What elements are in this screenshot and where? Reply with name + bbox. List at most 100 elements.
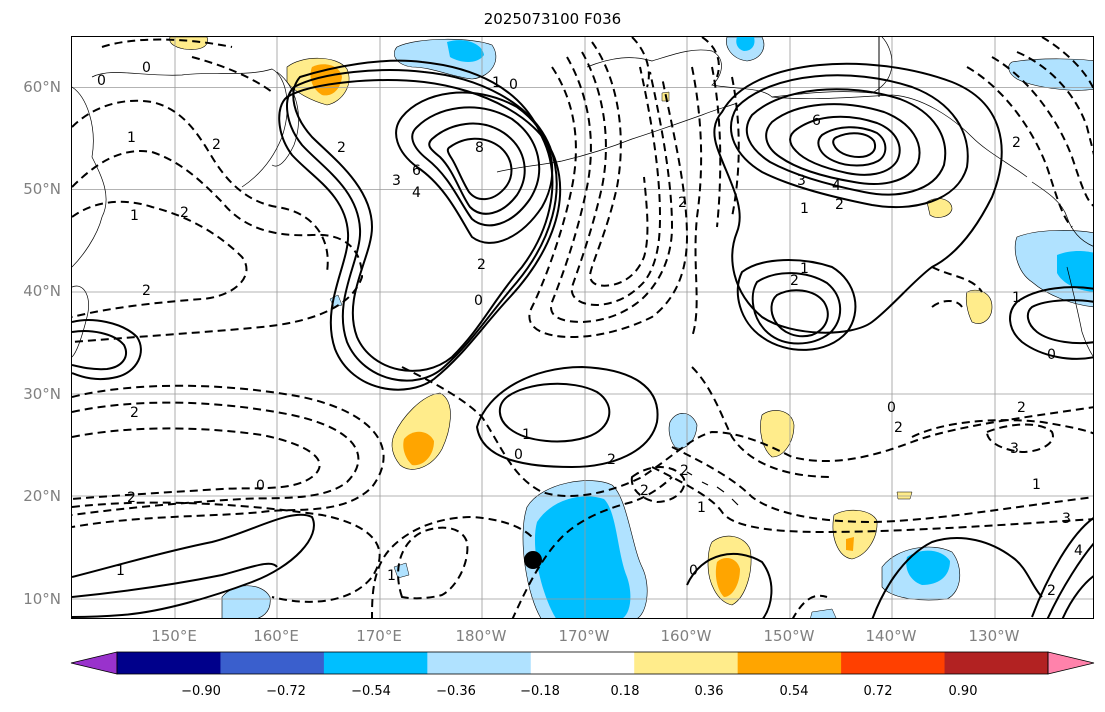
contour-label: 2 [640,483,649,499]
shade-yellow-se [832,509,878,560]
colorbar-label: 0.18 [610,684,640,699]
contour-label: 1 [116,563,125,579]
shade-yellow-east [965,289,993,324]
contour-dashed-30 [991,56,1093,207]
coast-asia [72,68,288,268]
colorbar-label: −0.18 [520,684,560,699]
shade-blue-top-inner [447,40,484,62]
contour-dashed-32 [1041,37,1093,91]
contour-dashed-1 [72,384,385,528]
contour-label: 1 [800,261,809,277]
contour-dashed-18 [401,366,1093,498]
contour-label: 2 [337,140,346,156]
contour-solid-mid-1 [498,382,611,443]
contour-label: 3 [392,173,401,189]
colorbar-label: −0.72 [266,684,306,699]
colorbar-label: −0.36 [436,684,476,699]
lat-label-50n: 50°N [23,180,61,198]
contour-dashed-9 [528,66,689,339]
contour-label: 2 [1047,583,1056,599]
lon-label-160e: 160°E [253,627,299,645]
shade-blue-top2-inner [736,37,755,51]
shade-orange-south [715,557,740,597]
contour-label: 8 [475,140,484,156]
contour-solid-left-low [72,319,142,381]
contour-dashed-7 [72,99,329,273]
colorbar-segment [530,652,635,674]
contours-solid [72,59,1093,618]
contour-dashed-21 [511,476,673,618]
contour-label: 2 [127,490,136,506]
contour-label: 6 [412,163,421,179]
shade-orange-midwest [403,431,434,466]
contour-label: 3 [1010,441,1019,457]
contour-label: 1 [130,208,139,224]
contour-dashed-23 [397,526,469,600]
colorbar-segment [944,652,1049,674]
colorbar-label: 0.36 [694,684,724,699]
map-canvas: 0 0 1 1 2 2 3 4 6 8 2 1 0 0 2 3 4 6 1 2 [72,37,1093,618]
contour-dashed-24 [630,466,686,504]
contour-solid-e-high-1 [730,74,969,209]
contour-solid-e-low-c [770,289,829,338]
contour-label: 2 [1012,135,1021,151]
lat-label-10n: 10°N [23,590,61,608]
shade-orange-se [846,537,854,551]
lon-label-140w: 140°W [865,627,917,645]
colorbar-label: 0.90 [948,684,978,699]
contour-labels: 0 0 1 1 2 2 3 4 6 8 2 1 0 0 2 3 4 6 1 2 [97,60,1083,599]
colorbar-outline [116,651,1049,675]
lon-label-160w: 160°W [660,627,712,645]
contour-dashed-29 [966,66,1073,228]
contour-dashed-19 [671,446,1093,524]
shade-blue-small2 [393,562,410,579]
contour-dashed-15 [731,76,740,218]
contour-label: 1 [1032,477,1041,493]
contour-label: 1 [522,427,531,443]
contour-label: 0 [97,73,106,89]
contour-dashed-17 [691,366,833,478]
contour-label: 2 [607,452,616,468]
contour-dashed-35 [701,37,720,78]
lat-label-60n: 60°N [23,78,61,96]
colorbar-extend-low [70,651,118,675]
contour-label: 2 [212,137,221,153]
lon-label-170e: 170°E [356,627,402,645]
shade-yellow-tiny [896,491,913,500]
contour-label: 3 [1062,511,1071,527]
lon-label-130w: 130°W [968,627,1020,645]
map-panel: 0 0 1 1 2 2 3 4 6 8 2 1 0 0 2 3 4 6 1 2 [71,36,1094,619]
contour-label: 0 [509,77,518,93]
contour-dashed-3 [72,427,321,500]
contour-dashed-6 [72,150,364,343]
contour-label: 1 [1012,290,1021,306]
contour-label: 1 [800,201,809,217]
coast-bc [1031,181,1093,247]
colorbar-segment [323,652,428,674]
contour-dashed-11 [570,51,662,307]
contour-label: 4 [412,185,421,201]
colorbar-segment [737,652,842,674]
contour-solid-e-low-b [751,272,842,345]
contour-solid-w-long-3 [278,79,562,391]
contour-solid-w-high-4 [446,137,513,201]
contour-solid-ne-low [1009,286,1093,360]
contour-label: 6 [812,113,821,129]
contour-solid-ne-low-2 [1026,299,1093,345]
contour-label: 2 [130,405,139,421]
contour-dashed-22 [371,515,533,618]
contour-dashed-10 [550,56,674,324]
contour-dashed-13 [691,66,703,338]
contour-dashed-2 [72,401,360,516]
colorbar-label: −0.54 [351,684,391,699]
contour-dashed-4 [72,501,381,603]
contour-label: 0 [142,60,151,76]
colorbar-label: −0.90 [181,684,221,699]
colorbar-segment [841,652,946,674]
contour-solid-e-big [713,62,1003,334]
lat-label-20n: 20°N [23,487,61,505]
coast-westus [1066,266,1093,357]
shade-blue-br-inner [906,550,950,585]
contour-dashed-20 [651,466,1093,534]
contour-solid-se-3 [1046,542,1093,618]
